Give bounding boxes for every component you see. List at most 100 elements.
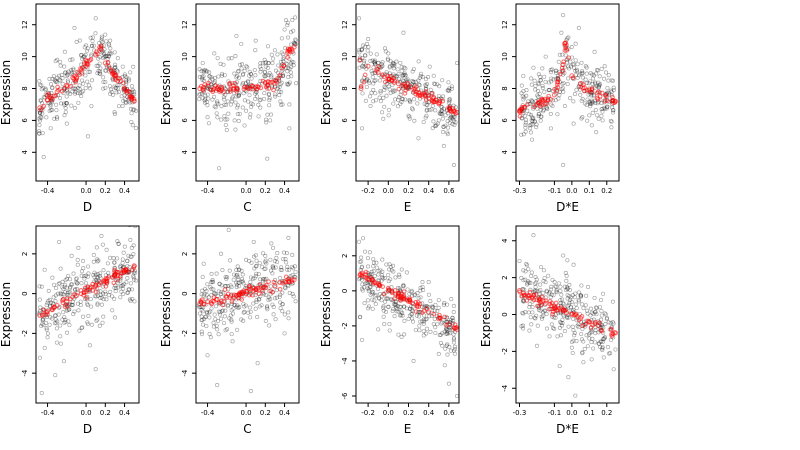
observed-point [546, 273, 551, 278]
observed-point [114, 90, 119, 95]
observed-point [264, 276, 269, 281]
observed-point [103, 32, 108, 37]
fitted-point [580, 323, 585, 329]
fitted-point [402, 295, 407, 301]
fitted-point [400, 82, 406, 88]
observed-point [265, 112, 270, 117]
observed-point [579, 293, 584, 298]
observed-point [286, 267, 292, 272]
y-tick-label: 4 [341, 150, 349, 155]
fitted-point [561, 59, 566, 65]
observed-point [262, 70, 267, 75]
fitted-point [405, 298, 412, 304]
observed-point [554, 284, 559, 289]
observed-point [398, 304, 403, 309]
observed-point [270, 271, 275, 276]
observed-point [415, 101, 420, 106]
observed-point [126, 76, 131, 81]
x-axis-title: E [404, 422, 412, 436]
observed-point [282, 285, 287, 290]
observed-point [54, 115, 60, 120]
fitted-point [365, 63, 371, 69]
observed-point [92, 270, 97, 275]
observed-point [536, 289, 541, 294]
observed-point [122, 281, 127, 287]
observed-point [550, 103, 555, 109]
observed-point [198, 92, 203, 97]
observed-point [239, 317, 244, 322]
observed-point [548, 70, 554, 75]
observed-point [43, 88, 48, 93]
fitted-point [129, 94, 135, 100]
observed-point [390, 63, 395, 68]
observed-point [564, 285, 569, 290]
observed-point [48, 104, 53, 109]
observed-point [420, 319, 425, 324]
observed-point [99, 38, 104, 43]
observed-point [534, 277, 539, 282]
observed-point [407, 306, 412, 311]
observed-point [227, 268, 232, 273]
observed-point [112, 111, 117, 117]
observed-point [252, 67, 257, 73]
fitted-point [240, 290, 246, 295]
fitted-point [111, 72, 117, 78]
observed-point [589, 310, 595, 315]
observed-point [67, 307, 72, 312]
observed-point [532, 119, 537, 124]
observed-point [197, 74, 202, 79]
observed-point [446, 88, 451, 93]
observed-point [81, 314, 86, 319]
observed-point [252, 266, 257, 271]
observed-point [436, 118, 441, 123]
x-axis-title: E [404, 200, 412, 214]
observed-point [593, 328, 598, 333]
observed-point [385, 296, 391, 301]
observed-point [446, 80, 451, 85]
observed-point [440, 130, 446, 135]
fitted-point [534, 297, 540, 303]
observed-point [86, 313, 91, 318]
fitted-point [122, 269, 128, 275]
observed-point [373, 98, 379, 103]
observed-point [210, 279, 215, 284]
observed-point [205, 282, 210, 287]
observed-point [285, 82, 290, 87]
fitted-point [562, 41, 568, 47]
observed-point [213, 105, 218, 110]
observed-point [566, 64, 571, 69]
observed-point [600, 118, 605, 123]
observed-point [265, 156, 270, 161]
observed-point [611, 85, 616, 90]
observed-point [47, 101, 52, 106]
observed-point [208, 285, 213, 290]
observed-point [573, 68, 578, 74]
y-axis-title: Expression [0, 282, 13, 347]
observed-point [236, 277, 241, 282]
observed-point [423, 87, 428, 92]
observed-point [606, 351, 612, 356]
x-tick-label: 0.0 [80, 409, 91, 417]
observed-point [42, 345, 47, 350]
observed-point [266, 61, 271, 66]
observed-point [586, 332, 592, 337]
fitted-point [375, 281, 381, 287]
fitted-point [416, 90, 422, 96]
fitted-point [381, 74, 387, 80]
observed-point [604, 316, 609, 321]
observed-point [116, 89, 121, 94]
observed-point [268, 284, 273, 289]
observed-point [45, 335, 50, 340]
observed-point [293, 37, 298, 42]
fitted-point [221, 89, 227, 95]
observed-point [65, 330, 70, 335]
observed-point [549, 322, 554, 327]
observed-point [588, 101, 593, 107]
observed-point [101, 43, 106, 48]
observed-point [391, 66, 396, 71]
observed-point [440, 320, 445, 325]
observed-point [590, 81, 595, 87]
observed-point [291, 266, 296, 271]
observed-point [249, 260, 254, 265]
observed-point [234, 94, 239, 99]
